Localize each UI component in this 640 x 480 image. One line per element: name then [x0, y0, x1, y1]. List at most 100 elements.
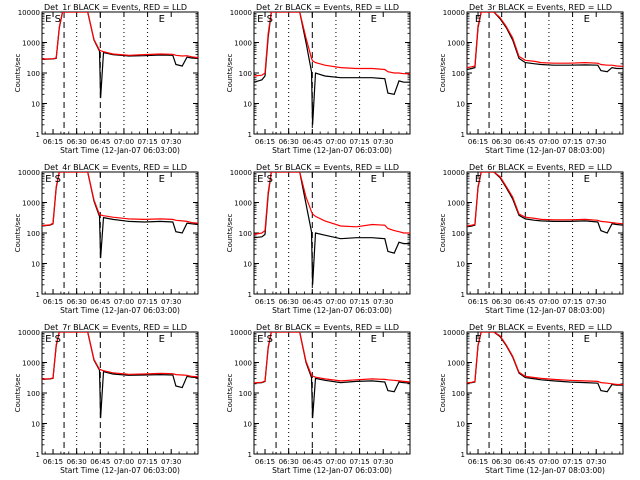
lld-series-line	[467, 332, 623, 386]
y-tick-label: 100	[239, 230, 252, 238]
y-tick-label: 1	[36, 131, 40, 139]
x-tick-label: 06:15	[255, 458, 275, 466]
x-tick-label: 06:45	[302, 458, 322, 466]
flag-letter: E	[45, 334, 51, 345]
flag-letter: E	[257, 14, 263, 25]
x-tick-label: 07:30	[586, 138, 606, 146]
y-axis-label: Counts/sec	[226, 54, 234, 93]
panel-title: Det_6r BLACK = Events, RED = LLD	[469, 163, 612, 172]
x-tick-label: 06:45	[515, 458, 535, 466]
y-tick-label: 10	[243, 261, 252, 269]
y-tick-label: 10	[243, 421, 252, 429]
x-tick-label: 07:15	[562, 138, 582, 146]
x-tick-label: 06:15	[255, 298, 275, 306]
x-axis-label: Start Time (12-Jan-07 08:03:00)	[485, 146, 605, 155]
x-tick-label: 06:30	[492, 458, 512, 466]
x-tick-label: 07:30	[161, 298, 181, 306]
y-tick-label: 100	[27, 390, 40, 398]
y-tick-label: 1000	[234, 360, 252, 368]
y-tick-label: 10	[31, 421, 40, 429]
flag-letter: E	[257, 334, 263, 345]
x-tick-label: 06:15	[468, 298, 488, 306]
x-tick-label: 06:30	[492, 138, 512, 146]
detector-panel: Det_9r BLACK = Events, RED = LLD 1 10 100 10…	[439, 323, 624, 475]
y-tick-label: 10	[456, 421, 465, 429]
x-tick-label: 07:00	[539, 138, 559, 146]
x-tick-label: 07:15	[562, 298, 582, 306]
flag-letter: S	[55, 174, 61, 185]
flag-letter: E	[45, 174, 51, 185]
y-tick-label: 1	[461, 131, 465, 139]
lld-series-line	[254, 12, 410, 77]
x-tick-label: 07:30	[586, 458, 606, 466]
y-tick-label: 1000	[22, 360, 40, 368]
x-tick-label: 06:45	[90, 458, 110, 466]
y-tick-label: 1000	[447, 40, 465, 48]
x-tick-label: 07:15	[349, 298, 369, 306]
x-tick-label: 07:15	[137, 298, 157, 306]
x-tick-label: 07:00	[539, 458, 559, 466]
x-axis-label: Start Time (12-Jan-07 06:03:00)	[60, 466, 180, 475]
x-tick-label: 07:00	[114, 458, 134, 466]
x-tick-label: 06:30	[67, 298, 87, 306]
flag-letter: E	[475, 334, 481, 345]
y-axis-label: Counts/sec	[14, 54, 22, 93]
y-tick-label: 100	[27, 230, 40, 238]
x-tick-label: 06:30	[279, 298, 299, 306]
x-tick-label: 07:15	[137, 138, 157, 146]
y-tick-label: 1	[248, 131, 252, 139]
y-tick-label: 100	[452, 390, 465, 398]
y-tick-label: 10	[456, 101, 465, 109]
y-tick-label: 10000	[230, 169, 252, 177]
x-tick-label: 07:30	[373, 298, 393, 306]
x-tick-label: 07:00	[326, 138, 346, 146]
y-tick-label: 10	[243, 101, 252, 109]
y-tick-label: 10000	[230, 329, 252, 337]
x-tick-label: 06:45	[90, 138, 110, 146]
detector-panel: Det_7r BLACK = Events, RED = LLD 1 10 100 10…	[14, 323, 199, 475]
y-tick-label: 100	[239, 390, 252, 398]
y-tick-label: 10000	[230, 9, 252, 17]
x-axis-label: Start Time (12-Jan-07 08:03:00)	[485, 466, 605, 475]
flag-letter: E	[159, 14, 165, 25]
x-tick-label: 06:30	[67, 458, 87, 466]
x-tick-label: 07:30	[161, 458, 181, 466]
y-tick-label: 1	[461, 291, 465, 299]
x-axis-label: Start Time (12-Jan-07 06:03:00)	[272, 466, 392, 475]
panel-title: Det_2r BLACK = Events, RED = LLD	[256, 3, 399, 12]
y-tick-label: 1000	[234, 200, 252, 208]
y-tick-label: 1000	[22, 40, 40, 48]
x-axis-label: Start Time (12-Jan-07 06:03:00)	[60, 306, 180, 315]
panel-title: Det_4r BLACK = Events, RED = LLD	[44, 163, 187, 172]
flag-letter: S	[267, 334, 273, 345]
x-axis-label: Start Time (12-Jan-07 06:03:00)	[272, 146, 392, 155]
x-tick-label: 06:30	[279, 458, 299, 466]
y-tick-label: 1000	[447, 360, 465, 368]
lld-series-line	[42, 332, 198, 380]
y-tick-label: 100	[239, 70, 252, 78]
detector-panel: Det_2r BLACK = Events, RED = LLD 1 10 100 10…	[226, 3, 411, 155]
panel-title: Det_1r BLACK = Events, RED = LLD	[44, 3, 187, 12]
y-tick-label: 10000	[18, 329, 40, 337]
x-tick-label: 07:15	[349, 138, 369, 146]
flag-letter: S	[55, 334, 61, 345]
x-tick-label: 06:45	[90, 298, 110, 306]
y-tick-label: 100	[452, 70, 465, 78]
flag-letter: E	[257, 174, 263, 185]
flag-letter: E	[159, 174, 165, 185]
x-tick-label: 06:45	[302, 138, 322, 146]
detector-panel: Det_1r BLACK = Events, RED = LLD 1 10 100 10…	[14, 3, 199, 155]
y-tick-label: 10	[31, 101, 40, 109]
y-tick-label: 1	[248, 451, 252, 459]
x-tick-label: 06:30	[279, 138, 299, 146]
x-tick-label: 06:15	[468, 138, 488, 146]
lld-series-line	[467, 172, 623, 227]
flag-letter: E	[45, 14, 51, 25]
x-tick-label: 06:45	[302, 298, 322, 306]
x-tick-label: 07:00	[326, 458, 346, 466]
flag-letter: E	[371, 14, 377, 25]
x-tick-label: 07:30	[586, 298, 606, 306]
y-tick-label: 100	[452, 230, 465, 238]
